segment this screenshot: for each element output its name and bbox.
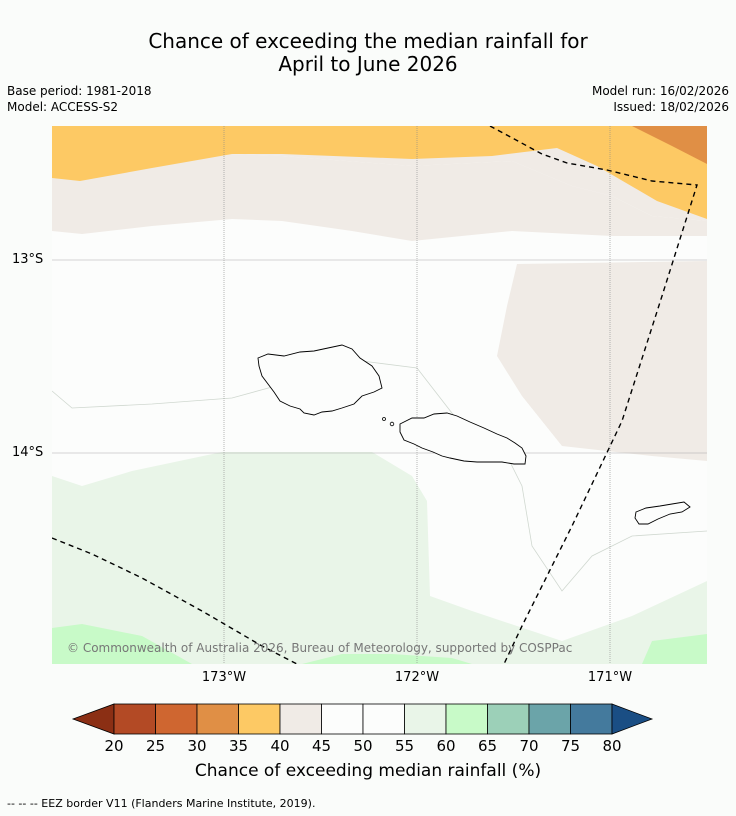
colorbar-cell — [321, 703, 364, 735]
meta-right: Model run: 16/02/2026 Issued: 18/02/2026 — [592, 83, 729, 115]
colorbar-cell — [196, 703, 239, 735]
eez-border-east — [489, 126, 698, 664]
region-30-35 — [632, 126, 707, 164]
colorbar-cell — [238, 703, 281, 735]
colorbar-tick-label: 50 — [353, 737, 373, 755]
colorbar-cell — [404, 703, 447, 735]
colorbar-tick-label: 35 — [228, 737, 249, 755]
colorbar — [71, 703, 654, 735]
copyright-notice: © Commonwealth of Australia 2026, Bureau… — [67, 641, 573, 655]
lon-label-171w: 171°W — [587, 670, 633, 685]
colorbar-tick-label: 80 — [602, 737, 622, 755]
region-60-65-west — [52, 624, 192, 664]
region-40-45-east — [497, 261, 707, 461]
lon-label-172w: 172°W — [394, 670, 440, 685]
colorbar-tick-label: 55 — [394, 737, 415, 755]
island-upolu — [399, 412, 527, 465]
colorbar-tick-label: 40 — [270, 737, 290, 755]
colorbar-cell — [279, 703, 322, 735]
colorbar-extend-low — [71, 703, 115, 735]
model-name: Model: ACCESS-S2 — [7, 100, 119, 114]
issued-date: Issued: 18/02/2026 — [613, 100, 729, 114]
title-line-1: Chance of exceeding the median rainfall … — [148, 29, 588, 53]
island-savaii — [257, 344, 383, 416]
region-60-65-mid — [302, 654, 472, 664]
map-title: Chance of exceeding the median rainfall … — [0, 30, 736, 76]
colorbar-title: Chance of exceeding median rainfall (%) — [194, 761, 542, 781]
colorbar-tick-label: 70 — [519, 737, 539, 755]
lat-label-13s: 13°S — [12, 252, 44, 267]
title-line-2: April to June 2026 — [278, 52, 458, 76]
region-40-45-band — [52, 154, 707, 241]
region-60-65-east — [642, 634, 707, 664]
island-tutuila — [634, 501, 691, 525]
map-panel — [52, 126, 707, 664]
colorbar-tick-label: 60 — [436, 737, 456, 755]
model-run: Model run: 16/02/2026 — [591, 84, 729, 98]
lat-label-14s: 14°S — [12, 445, 44, 460]
colorbar-cell — [528, 703, 571, 735]
colorbar-extend-high — [611, 703, 654, 735]
map-svg — [52, 126, 707, 664]
colorbar-cell — [445, 703, 488, 735]
base-period: Base period: 1981-2018 — [7, 84, 152, 98]
islet-apolima — [382, 417, 386, 421]
meta-left: Base period: 1981-2018 Model: ACCESS-S2 — [7, 83, 152, 115]
eez-border-south — [52, 537, 298, 664]
colorbar-tick-label: 75 — [560, 737, 581, 755]
colorbar-tick-label: 20 — [104, 737, 124, 755]
colorbar-tick-label: 25 — [145, 737, 166, 755]
eez-legend: -- -- -- EEZ border V11 (Flanders Marine… — [7, 797, 316, 810]
lon-label-173w: 173°W — [201, 670, 247, 685]
colorbar-tick-label: 30 — [187, 737, 207, 755]
colorbar-cell — [570, 703, 613, 735]
colorbar-cell — [113, 703, 156, 735]
colorbar-cell — [155, 703, 198, 735]
region-35-40 — [52, 126, 707, 219]
colorbar-tick-label: 45 — [311, 737, 332, 755]
colorbar-cell — [362, 703, 405, 735]
islet-manono — [389, 421, 395, 427]
colorbar-cell — [487, 703, 530, 735]
region-55-60 — [52, 452, 707, 664]
colorbar-tick-label: 65 — [477, 737, 498, 755]
